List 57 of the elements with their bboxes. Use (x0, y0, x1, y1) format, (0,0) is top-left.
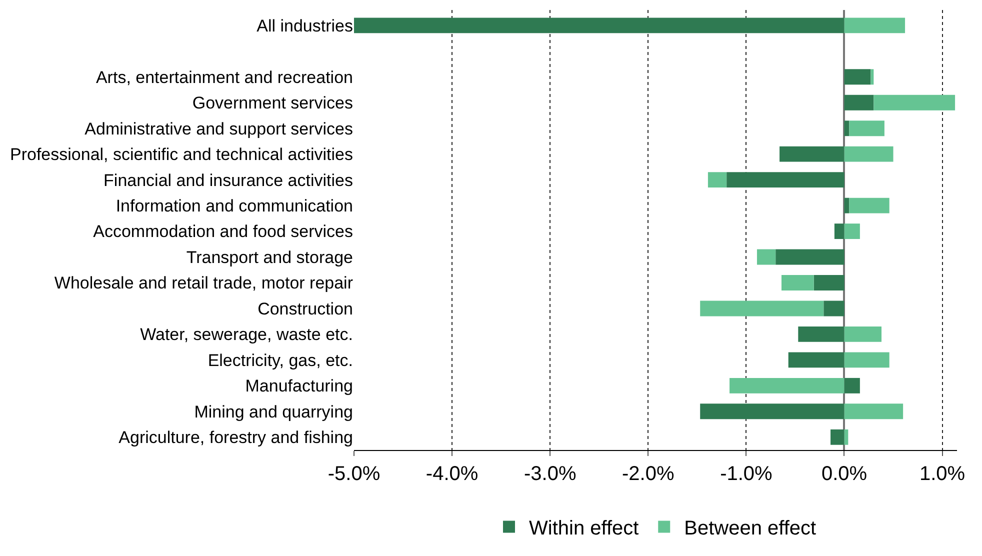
y-tick-label: Accommodation and food services (93, 222, 353, 242)
bar (700, 404, 844, 420)
bar (844, 378, 860, 394)
y-tick-label: All industries (256, 16, 353, 36)
y-tick-label: Financial and insurance activities (104, 170, 353, 190)
y-tick-label: Agriculture, forestry and fishing (118, 428, 353, 448)
x-tick-label: 0.0% (821, 463, 868, 485)
y-tick-label: Mining and quarrying (194, 402, 353, 422)
x-tick-label: -5.0% (328, 463, 380, 485)
bar (788, 352, 844, 368)
bar (708, 172, 727, 188)
bar (776, 249, 844, 265)
y-tick-label: Administrative and support services (84, 119, 353, 138)
bar (780, 146, 844, 162)
bar (849, 198, 890, 214)
y-tick-label: Information and communication (116, 196, 353, 216)
y-tick-label: Electricity, gas, etc. (208, 350, 353, 370)
bar (844, 198, 850, 214)
bar (844, 352, 890, 368)
bar (844, 146, 894, 162)
bar (844, 69, 871, 85)
x-tick-label: -1.0% (720, 463, 773, 485)
y-tick-label: Transport and storage (186, 248, 353, 267)
bar (726, 172, 844, 188)
x-tick-label: -3.0% (524, 463, 576, 485)
bar (874, 94, 956, 110)
bar (354, 18, 844, 34)
bar (730, 378, 844, 394)
x-tick-label: -4.0% (426, 463, 478, 485)
y-tick-label: Water, sewerage, waste etc. (140, 325, 353, 344)
bar (781, 275, 814, 290)
y-tick-label: Professional, scientific and technical activities (10, 145, 353, 164)
y-tick-label: Government services (192, 94, 353, 113)
bar (844, 94, 874, 110)
bar (844, 18, 906, 34)
y-tick-label: Arts, entertainment and recreation (96, 68, 353, 87)
bar (844, 120, 850, 136)
y-tick-label: Manufacturing (245, 376, 353, 396)
bar (849, 120, 884, 136)
y-tick-label: Wholesale and retail trade, motor repair (54, 274, 354, 293)
bar (844, 224, 860, 240)
bar (824, 300, 844, 316)
bar (844, 404, 904, 420)
bar (834, 224, 844, 240)
bar (700, 300, 824, 316)
bar (814, 275, 844, 290)
x-tick-label: -2.0% (622, 463, 674, 485)
bar (844, 326, 882, 342)
bar (844, 429, 848, 445)
bar (798, 326, 844, 342)
legend-label: Between effect (684, 518, 817, 540)
y-tick-label: Construction (258, 299, 353, 318)
bar (870, 69, 874, 85)
bar (756, 249, 776, 265)
x-tick-label: 1.0% (919, 463, 966, 485)
legend-label: Within effect (529, 518, 640, 540)
bar (830, 429, 844, 445)
